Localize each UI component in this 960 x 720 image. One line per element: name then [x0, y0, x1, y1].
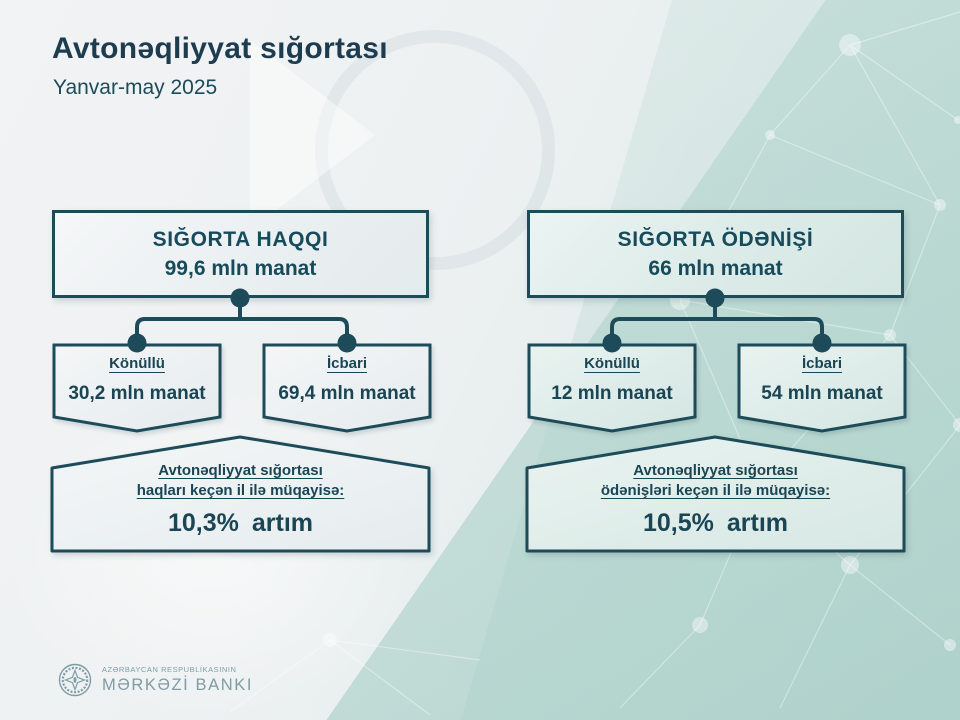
- connector-dot: [812, 333, 832, 353]
- payout-voluntary-value: 12 mln manat: [551, 383, 673, 404]
- premium-root-value: 99,6 mln manat: [164, 256, 317, 280]
- premium-tree-connector: [127, 288, 357, 353]
- result-value: 10,3%: [167, 509, 239, 537]
- central-bank-logo-icon: [58, 663, 92, 697]
- premium-comparison-caption: Avtonəqliyyat sığortası haqları keçən il…: [50, 461, 431, 501]
- footer-brand: AZƏRBAYCAN RESPUBLİKASININ MƏRKƏZİ BANKI: [58, 663, 253, 697]
- banner-shape: [50, 435, 431, 553]
- caption-line2: ödənişləri keçən il ilə müqayisə:: [600, 482, 831, 499]
- page-subtitle: Yanvar-may 2025: [53, 76, 218, 99]
- premium-compulsory-value: 69,4 mln manat: [278, 383, 416, 404]
- payout-tree: SIĞORTA ÖDƏNİŞİ 66 mln manat Könüllü 12 …: [525, 210, 908, 555]
- connector-dot: [230, 288, 250, 308]
- payout-compulsory-label: İcbari: [801, 355, 843, 372]
- premium-voluntary-box: Könüllü 30,2 mln manat: [52, 343, 222, 433]
- connector-dot: [705, 288, 725, 308]
- payout-tree-connector: [602, 288, 832, 353]
- premium-root-title: SIĞORTA HAQQI: [152, 227, 329, 251]
- payout-comparison-result: 10,5% artım: [525, 509, 906, 538]
- result-label: artım: [726, 509, 789, 537]
- connector-dot: [337, 333, 357, 353]
- footer-org-line1: AZƏRBAYCAN RESPUBLİKASININ: [102, 665, 237, 674]
- footer-org-name: AZƏRBAYCAN RESPUBLİKASININ MƏRKƏZİ BANKI: [102, 665, 253, 695]
- premium-tree: SIĞORTA HAQQI 99,6 mln manat Könüllü 30,…: [50, 210, 433, 555]
- payout-voluntary-label: Könüllü: [584, 355, 640, 372]
- payout-compulsory-box: İcbari 54 mln manat: [737, 343, 907, 433]
- premium-voluntary-label: Könüllü: [109, 355, 165, 372]
- connector-dot: [602, 333, 622, 353]
- premium-compulsory-box: İcbari 69,4 mln manat: [262, 343, 432, 433]
- caption-line2: haqları keçən il ilə müqayisə:: [136, 482, 345, 499]
- payout-compulsory-value: 54 mln manat: [761, 383, 883, 404]
- result-label: artım: [251, 509, 314, 537]
- footer-org-line2: MƏRKƏZİ BANKI: [102, 676, 254, 694]
- background-watermark-chevron: [250, 40, 375, 230]
- caption-line1: Avtonəqliyyat sığortası: [158, 462, 323, 479]
- premium-root-box: SIĞORTA HAQQI 99,6 mln manat: [52, 210, 429, 298]
- premium-comparison-banner: Avtonəqliyyat sığortası haqları keçən il…: [50, 435, 431, 553]
- caption-line1: Avtonəqliyyat sığortası: [633, 462, 798, 479]
- payout-root-title: SIĞORTA ÖDƏNİŞİ: [617, 227, 814, 251]
- pennant-shape: [527, 343, 697, 433]
- pennant-shape: [737, 343, 907, 433]
- result-value: 10,5%: [642, 509, 714, 537]
- pennant-shape: [262, 343, 432, 433]
- pennant-shape: [52, 343, 222, 433]
- payout-root-value: 66 mln manat: [648, 256, 783, 280]
- banner-shape: [525, 435, 906, 553]
- connector-dot: [127, 333, 147, 353]
- payout-voluntary-box: Könüllü 12 mln manat: [527, 343, 697, 433]
- payout-comparison-caption: Avtonəqliyyat sığortası ödənişləri keçən…: [525, 461, 906, 501]
- premium-comparison-result: 10,3% artım: [50, 509, 431, 538]
- payout-comparison-banner: Avtonəqliyyat sığortası ödənişləri keçən…: [525, 435, 906, 553]
- premium-voluntary-value: 30,2 mln manat: [68, 383, 206, 404]
- premium-compulsory-label: İcbari: [326, 355, 368, 372]
- page-title: Avtonəqliyyat sığortası: [52, 32, 388, 65]
- payout-root-box: SIĞORTA ÖDƏNİŞİ 66 mln manat: [527, 210, 904, 298]
